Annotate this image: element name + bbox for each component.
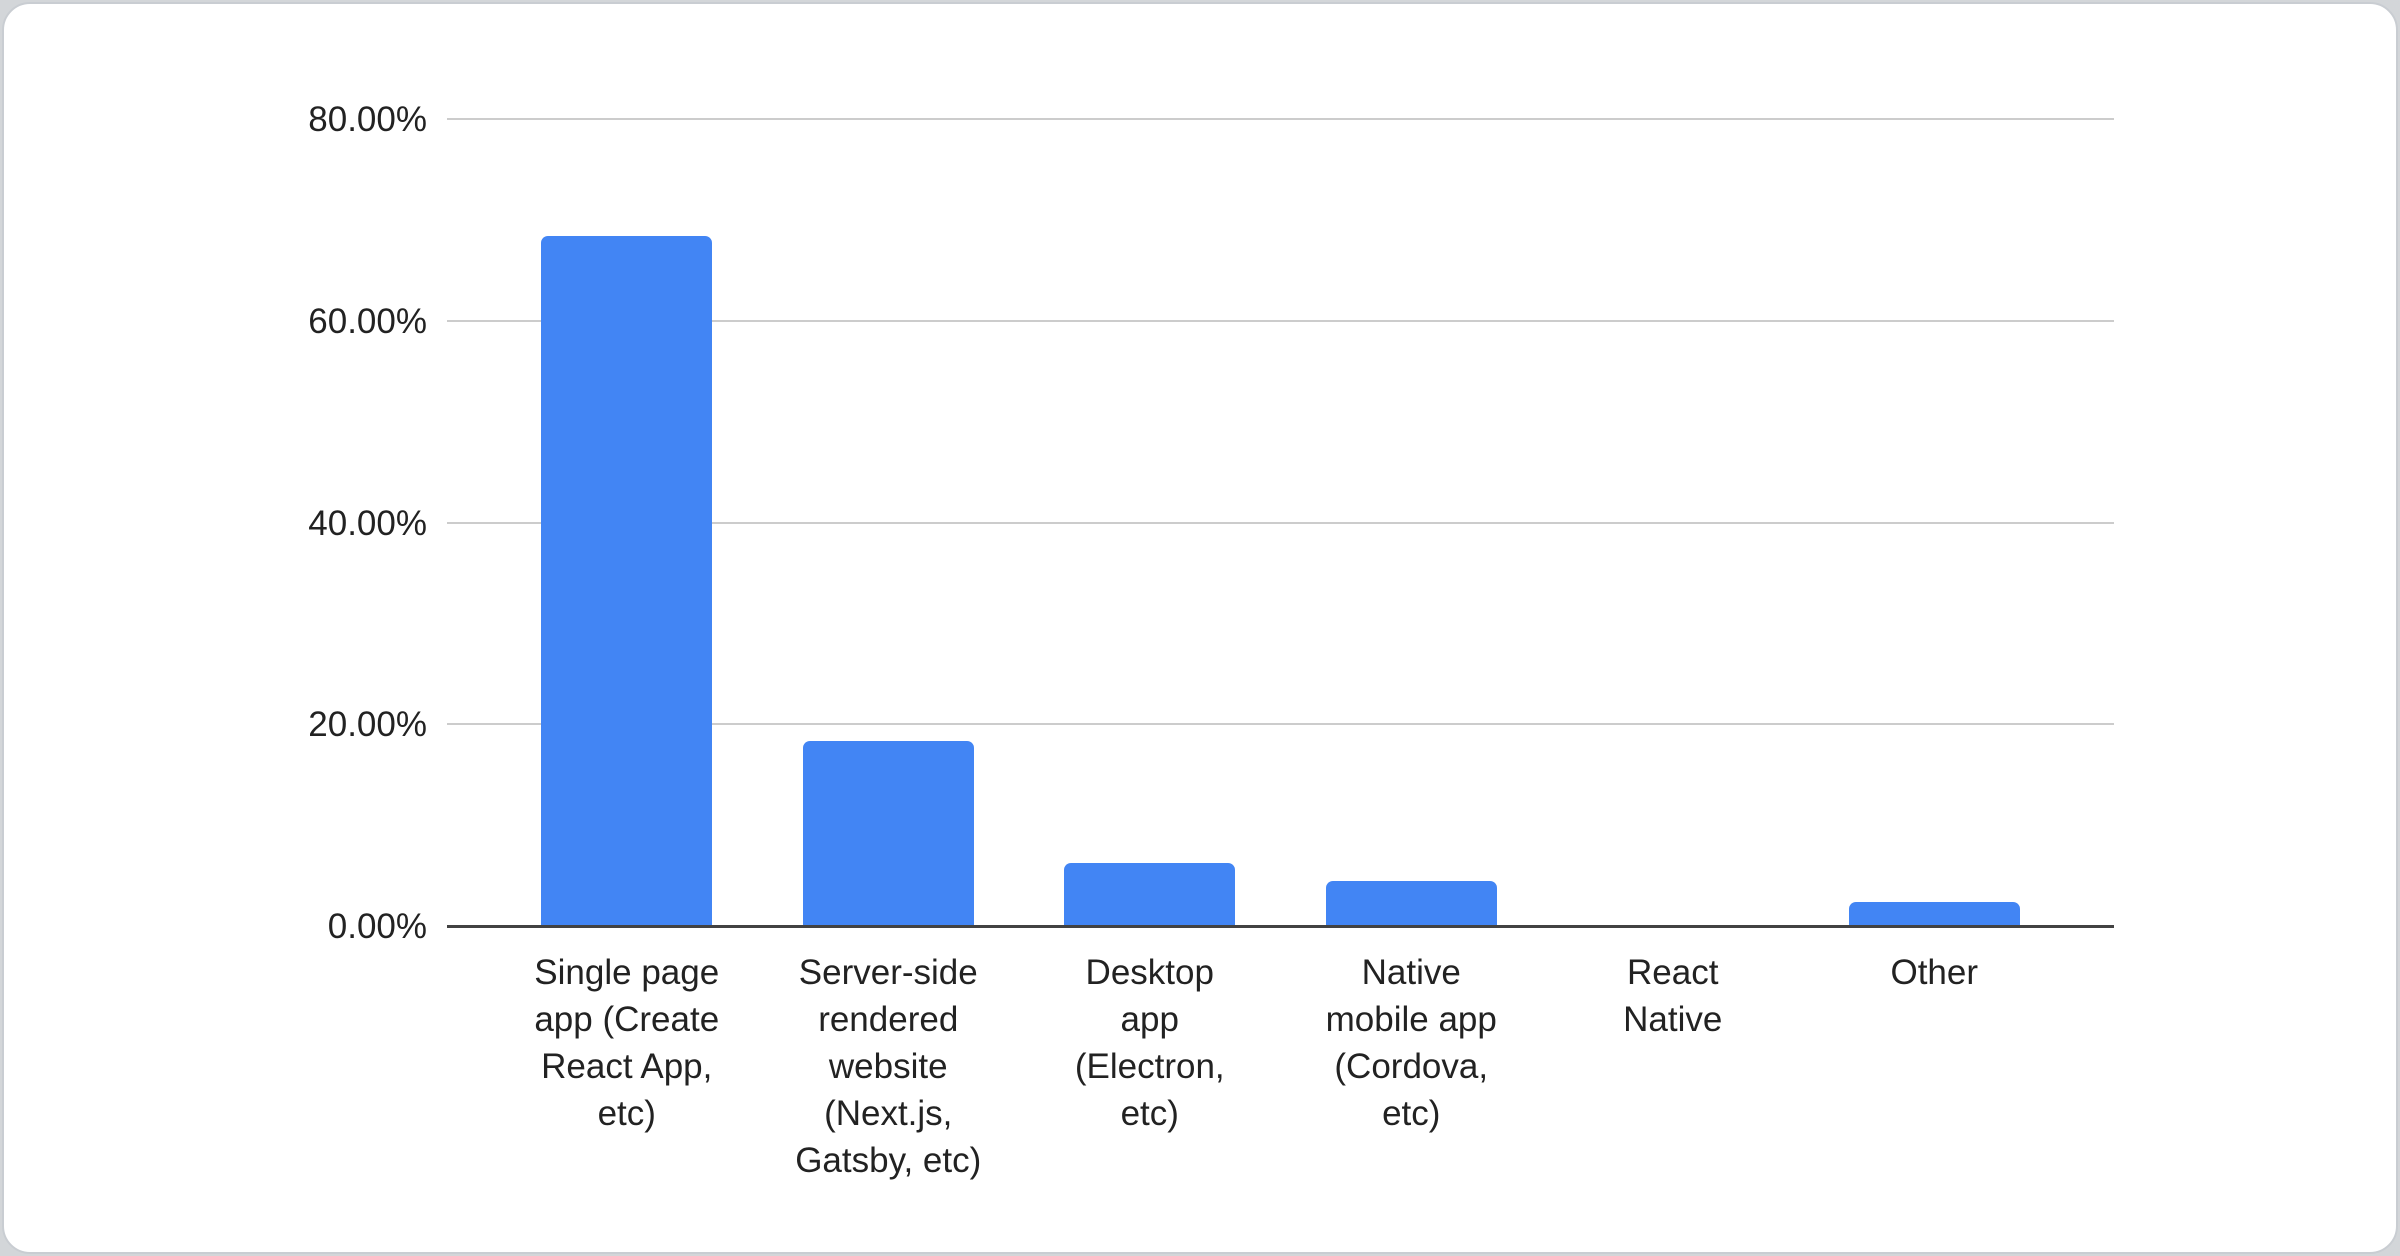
bar-desktop-app[interactable] bbox=[1064, 863, 1236, 926]
x-axis-category-label-single-page-app: Single page app (Create React App, etc) bbox=[534, 953, 720, 1133]
bar-other[interactable] bbox=[1848, 901, 2020, 926]
x-axis-category-label-other: Other bbox=[1890, 953, 1979, 992]
x-axis-category-label-react-native: React Native bbox=[1623, 953, 1723, 1039]
x-axis-category-label-desktop-app: Desktop app (Electron, etc) bbox=[1074, 953, 1225, 1133]
bar-single-page-app[interactable] bbox=[541, 236, 713, 926]
x-axis-line bbox=[447, 925, 2114, 928]
y-axis-tick-label: 20.00% bbox=[308, 705, 427, 745]
y-axis-tick-label: 60.00% bbox=[308, 301, 427, 341]
bar-native-mobile-app[interactable] bbox=[1325, 880, 1497, 926]
gridline-80.00% bbox=[447, 118, 2114, 120]
column-chart: 0.00% 20.00% 40.00% 60.00% 80.00% Single page… bbox=[4, 4, 2396, 1252]
gridline-60.00% bbox=[447, 319, 2114, 322]
bar-server-side-rendered-website[interactable] bbox=[802, 741, 974, 926]
y-axis-tick-label: 40.00% bbox=[308, 503, 427, 543]
x-axis-category-label-native-mobile-app: Native mobile app (Cordova, etc) bbox=[1325, 953, 1497, 1133]
gridline-40.00% bbox=[447, 521, 2114, 524]
y-axis-tick-label: 80.00% bbox=[308, 100, 427, 139]
y-axis-tick-label: 0.00% bbox=[327, 907, 427, 946]
x-axis-category-label-server-side-rendered-website: Server-side rendered website (Next.js, G… bbox=[795, 953, 982, 1180]
gridline-20.00% bbox=[447, 723, 2114, 726]
